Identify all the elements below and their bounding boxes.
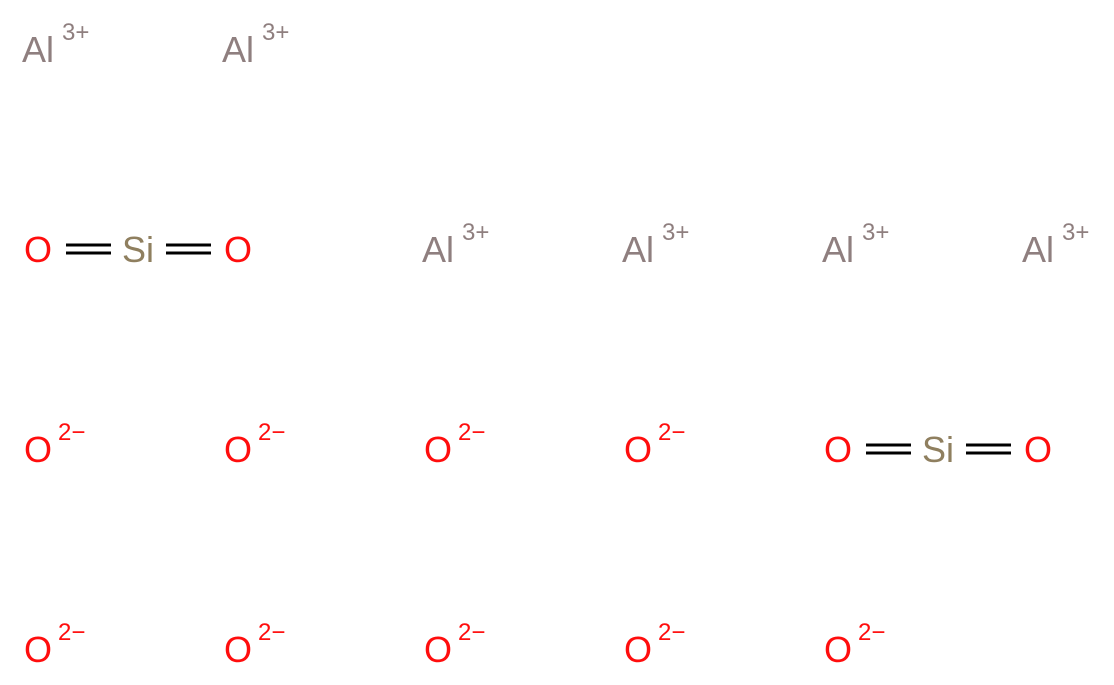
aluminium-symbol: Al — [22, 29, 54, 70]
aluminium-symbol: Al — [422, 229, 454, 270]
aluminium-charge: 3+ — [462, 219, 489, 246]
aluminium-charge: 3+ — [662, 219, 689, 246]
oxide-symbol: O — [824, 629, 852, 670]
aluminium-charge: 3+ — [262, 19, 289, 46]
oxide-symbol: O — [624, 629, 652, 670]
oxide-charge: 2− — [858, 619, 885, 646]
oxide-charge: 2− — [658, 419, 685, 446]
oxide-symbol: O — [424, 429, 452, 470]
aluminium-charge: 3+ — [862, 219, 889, 246]
aluminium-charge: 3+ — [62, 19, 89, 46]
silica-oxygen-left: O — [824, 429, 852, 470]
aluminium-charge: 3+ — [1062, 219, 1089, 246]
silica-oxygen-right: O — [224, 229, 252, 270]
oxide-symbol: O — [224, 429, 252, 470]
silica-silicon: Si — [122, 229, 154, 270]
oxide-charge: 2− — [58, 419, 85, 446]
oxide-charge: 2− — [458, 419, 485, 446]
oxide-symbol: O — [24, 629, 52, 670]
oxide-charge: 2− — [258, 619, 285, 646]
oxide-charge: 2− — [658, 619, 685, 646]
silica-oxygen-left: O — [24, 229, 52, 270]
silica-oxygen-right: O — [1024, 429, 1052, 470]
aluminium-symbol: Al — [622, 229, 654, 270]
oxide-symbol: O — [24, 429, 52, 470]
aluminium-symbol: Al — [822, 229, 854, 270]
oxide-charge: 2− — [458, 619, 485, 646]
oxide-symbol: O — [224, 629, 252, 670]
aluminium-symbol: Al — [1022, 229, 1054, 270]
aluminium-symbol: Al — [222, 29, 254, 70]
oxide-charge: 2− — [58, 619, 85, 646]
oxide-charge: 2− — [258, 419, 285, 446]
oxide-symbol: O — [424, 629, 452, 670]
oxide-symbol: O — [624, 429, 652, 470]
silica-silicon: Si — [922, 429, 954, 470]
